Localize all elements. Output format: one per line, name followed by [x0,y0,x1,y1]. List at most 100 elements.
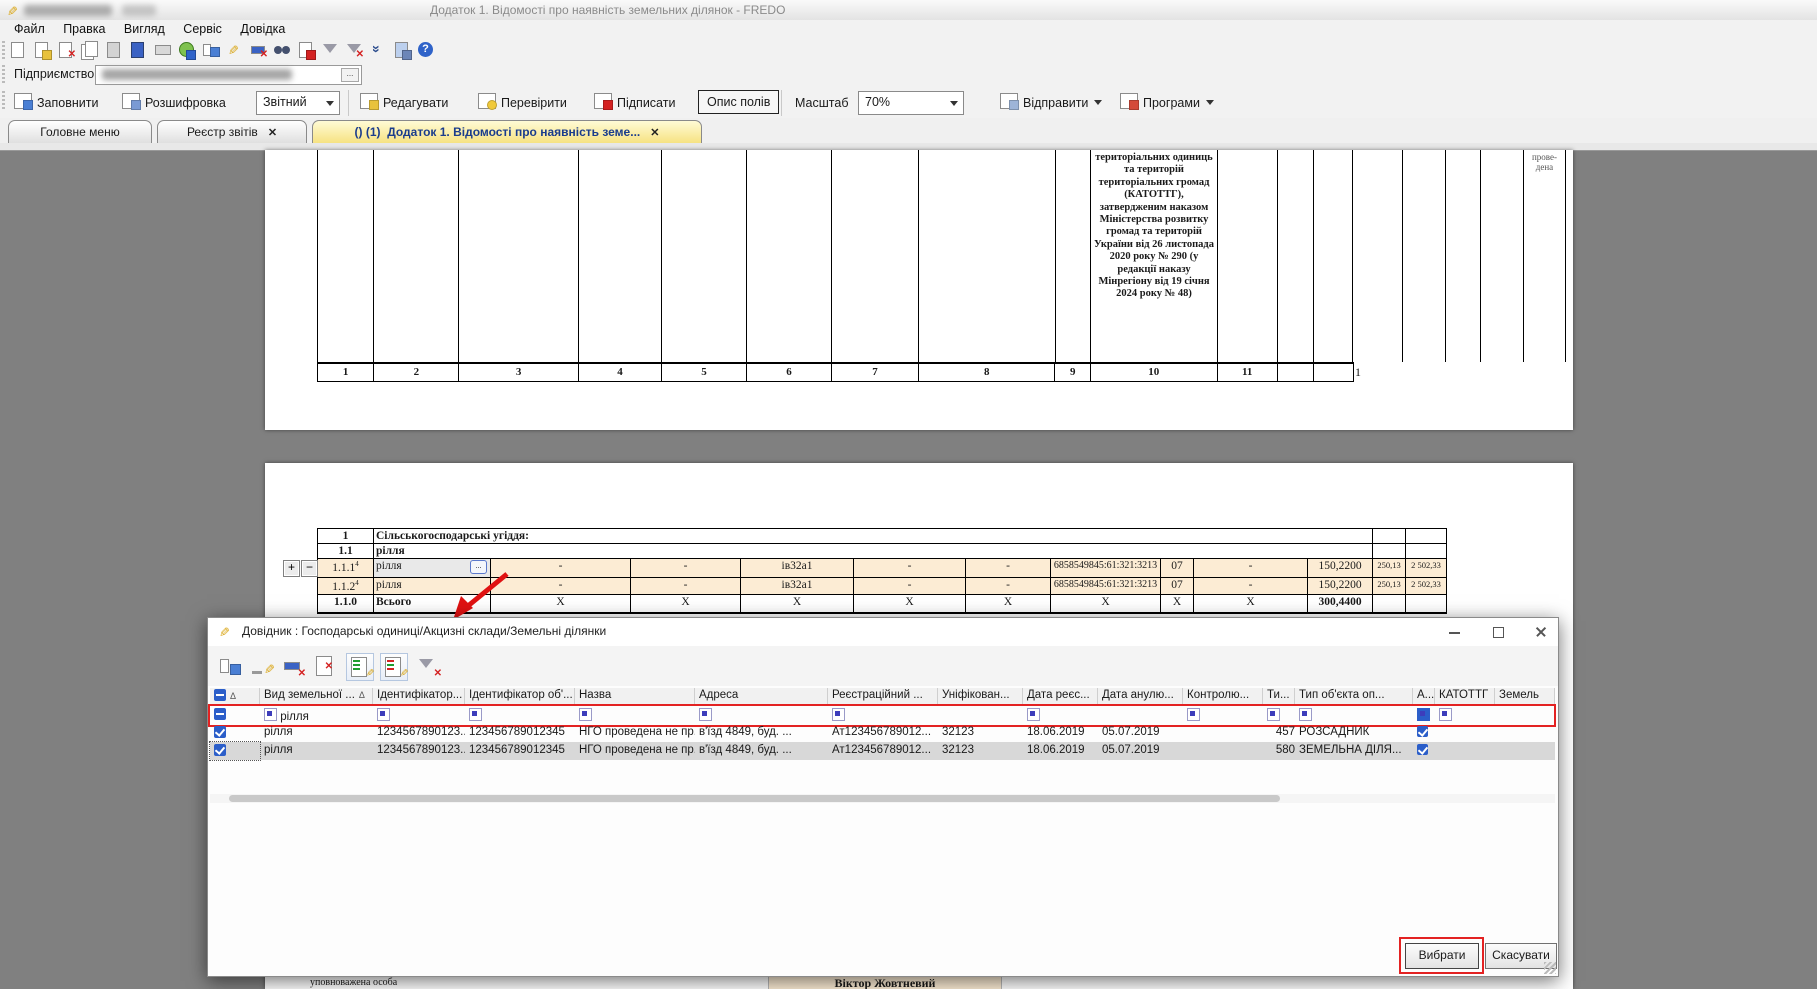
col-name[interactable]: Назва [575,688,695,705]
row-label: Сільськогосподарські угіддя: [374,529,1373,543]
select-button[interactable]: Вибрати [1405,943,1479,969]
tab-close-icon[interactable]: ✕ [650,127,660,139]
filter-grid-icon[interactable] [296,40,316,60]
row-a-checkbox[interactable] [1417,744,1428,755]
field-description-button[interactable]: Опис полів [698,90,780,114]
filter-checkbox-icon[interactable] [832,708,845,721]
enterprise-input[interactable]: ... [95,65,362,85]
tab-main-menu[interactable]: Головне меню [8,120,152,144]
help-icon[interactable]: ? [416,40,436,60]
menu-file[interactable]: Файл [14,22,45,36]
col-address[interactable]: Адреса [695,688,828,705]
table-line [1352,150,1353,362]
col-a[interactable]: А... [1413,688,1435,705]
scale-combobox[interactable]: 70% [858,91,964,115]
lookup-button[interactable]: ... [470,560,487,574]
filter-select-checkbox[interactable] [214,708,226,720]
export-icon[interactable]: ✕ [248,40,268,60]
menu-help[interactable]: Довідка [240,22,286,36]
more-chevron-icon[interactable]: » [368,45,385,53]
filter-checkbox-icon[interactable] [1027,708,1040,721]
sign-pencil-icon[interactable]: ✎ [225,44,241,56]
uncheck-all-icon[interactable]: ✎ [380,653,408,681]
edit-button[interactable]: Редагувати [360,93,448,113]
maximize-icon[interactable] [1487,622,1509,642]
row-a-checkbox[interactable] [1417,726,1428,737]
report-type-combobox[interactable]: Звітний [256,91,340,115]
tab-close-icon[interactable]: ✕ [267,127,278,139]
clear-filter-icon[interactable]: ✕ [416,653,442,679]
scrollbar-thumb[interactable] [229,795,1280,802]
new-document-icon[interactable] [8,40,28,60]
col-type[interactable]: Ти... [1263,688,1295,705]
paste-icon[interactable] [104,40,124,60]
add-row-button[interactable]: + [283,560,300,577]
programs-button[interactable]: Програми [1120,93,1214,113]
table-row-selected[interactable]: рілля 1234567890123... 123456789012345 Н… [209,741,1555,761]
table-row-112[interactable]: 1.1.24 рілля - - ів32а1 - - 6858549845:6… [318,578,1446,595]
tab-report-registry[interactable]: Реєстр звітів ✕ [157,120,307,144]
remove-row-button[interactable]: − [301,560,318,577]
table-row[interactable]: рілля 1234567890123... 123456789012345 Н… [210,724,1555,742]
minimize-icon[interactable] [1444,622,1466,642]
col-cancel-date[interactable]: Дата анулю... [1098,688,1183,705]
col-land-type[interactable]: Вид земельної ... Δ [260,688,373,705]
filter-checkbox-icon[interactable] [579,708,592,721]
fill-button[interactable]: Заповнити [14,93,98,113]
filter-checkbox-icon[interactable] [1187,708,1200,721]
enterprise-browse-button[interactable]: ... [341,68,359,82]
select-all-checkbox[interactable] [214,689,226,701]
col-registration[interactable]: Реєстраційний ... [828,688,938,705]
filter-checkbox-icon[interactable] [377,708,390,721]
remove-mark-icon[interactable]: ✕ [312,653,338,679]
refresh-icon[interactable] [176,40,196,60]
filter-checkbox-icon[interactable] [1299,708,1312,721]
insert-record-icon[interactable] [200,40,220,60]
table-view-icon[interactable] [392,40,412,60]
menu-view[interactable]: Вигляд [123,22,165,36]
resize-grip[interactable] [1544,962,1556,974]
col-land[interactable]: Земель [1495,688,1555,705]
filter-checkbox-icon[interactable] [1417,708,1430,721]
close-icon[interactable] [1530,622,1552,642]
sign-button[interactable]: Підписати [594,93,675,113]
copy-icon[interactable] [80,40,100,60]
find-icon[interactable] [272,40,292,60]
land-name-cell[interactable]: рілля... [374,559,491,577]
decrypt-button[interactable]: Розшифровка [122,93,226,113]
table-row-111[interactable]: 1.1.14 рілля... - - ів32а1 - - 685854984… [318,559,1446,578]
horizontal-scrollbar[interactable] [210,794,1555,803]
filter-checkbox-icon[interactable] [699,708,712,721]
delete-document-icon[interactable]: ✕ [56,40,76,60]
filter-checkbox-icon[interactable] [264,708,277,721]
row-checked-checkbox[interactable] [214,726,226,738]
col-object-type[interactable]: Тип об'єкта оп... [1295,688,1413,705]
filter-row[interactable]: рілля [210,706,1555,724]
check-all-icon[interactable]: ✎ [346,653,374,681]
select-all-header[interactable]: Δ [210,688,260,705]
filter-icon[interactable] [320,40,340,60]
filter-checkbox-icon[interactable] [1439,708,1452,721]
col-control[interactable]: Контролю... [1183,688,1263,705]
col-unified[interactable]: Уніфікован... [938,688,1023,705]
col-identifier[interactable]: Ідентифікатор... [373,688,465,705]
filter-checkbox-icon[interactable] [469,708,482,721]
menu-service[interactable]: Сервіс [183,22,222,36]
col-reg-date[interactable]: Дата реєс... [1023,688,1098,705]
filter-checkbox-icon[interactable] [1267,708,1280,721]
edit-record-icon[interactable]: ✎ [248,653,277,679]
save-icon[interactable] [128,40,148,60]
edit-document-icon[interactable] [32,40,52,60]
send-button[interactable]: Відправити [1000,93,1103,113]
add-record-icon[interactable] [216,653,242,679]
menu-edit[interactable]: Правка [63,22,106,36]
cell: ів32а1 [741,578,854,594]
tab-annex1[interactable]: () (1) Додаток 1. Відомості про наявніст… [312,120,702,144]
col-object-identifier[interactable]: Ідентифікатор об'... [465,688,575,705]
row-checked-checkbox[interactable] [214,744,226,756]
delete-record-icon[interactable]: ✕ [280,653,306,679]
verify-button[interactable]: Перевірити [478,93,567,113]
clear-filter-icon[interactable]: ✕ [344,40,364,60]
col-katottg[interactable]: КАТОТТГ [1435,688,1495,705]
print-icon[interactable] [152,40,172,60]
